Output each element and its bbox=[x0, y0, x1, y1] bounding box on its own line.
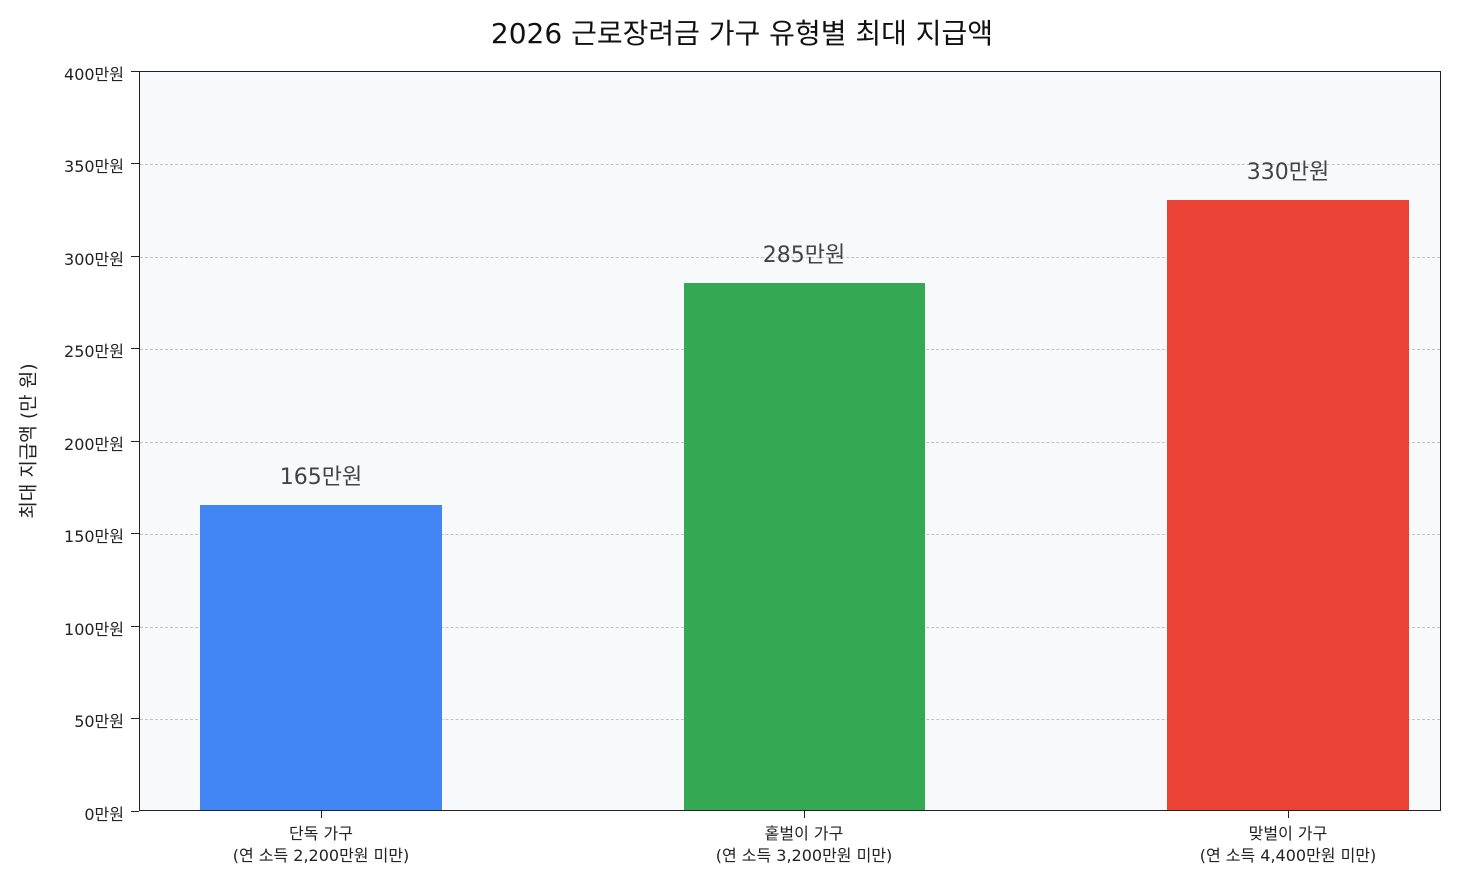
y-tick-label: 400만원 bbox=[64, 65, 124, 84]
y-tick-mark bbox=[131, 348, 139, 349]
y-tick-mark bbox=[131, 533, 139, 534]
bar-value-label-single-earner: 285만원 bbox=[762, 242, 846, 268]
chart-title: 2026 근로장려금 가구 유형별 최대 지급액 bbox=[490, 17, 994, 50]
category-income-limit: (연 소득 4,400만원 미만) bbox=[1199, 846, 1377, 865]
category-name: 홑벌이 가구 bbox=[764, 824, 844, 843]
x-tick-mark bbox=[321, 811, 322, 818]
y-tick-mark bbox=[131, 163, 139, 164]
gridline-300 bbox=[140, 257, 1440, 258]
y-tick-label: 200만원 bbox=[64, 435, 124, 454]
y-tick-label: 300만원 bbox=[64, 250, 124, 269]
x-tick-label-dual-earner-household: 맞벌이 가구 (연 소득 4,400만원 미만) bbox=[1108, 823, 1468, 867]
bar-value-label-single: 165만원 bbox=[279, 464, 363, 490]
bar-value-label-dual-earner: 330만원 bbox=[1246, 159, 1330, 185]
category-name: 맞벌이 가구 bbox=[1248, 824, 1328, 843]
bar-dual-earner-household[interactable] bbox=[1167, 199, 1409, 810]
gridline-350 bbox=[140, 164, 1440, 165]
x-tick-mark bbox=[1288, 811, 1289, 818]
y-tick-label: 250만원 bbox=[64, 342, 124, 361]
y-tick-mark bbox=[131, 71, 139, 72]
category-income-limit: (연 소득 3,200만원 미만) bbox=[715, 846, 893, 865]
category-income-limit: (연 소득 2,200만원 미만) bbox=[232, 846, 410, 865]
x-tick-label-single-earner-household: 홑벌이 가구 (연 소득 3,200만원 미만) bbox=[624, 823, 984, 867]
y-tick-mark bbox=[131, 441, 139, 442]
y-tick-label: 350만원 bbox=[64, 157, 124, 176]
y-tick-label: 0만원 bbox=[84, 805, 124, 824]
y-tick-mark bbox=[131, 256, 139, 257]
y-tick-label: 100만원 bbox=[64, 620, 124, 639]
category-name: 단독 가구 bbox=[289, 824, 353, 843]
y-tick-mark bbox=[131, 718, 139, 719]
plot-area: 165만원 285만원 330만원 bbox=[139, 71, 1441, 811]
y-tick-mark bbox=[131, 811, 139, 812]
y-tick-mark bbox=[131, 626, 139, 627]
x-tick-label-single-household: 단독 가구 (연 소득 2,200만원 미만) bbox=[141, 823, 501, 867]
y-tick-label: 150만원 bbox=[64, 527, 124, 546]
bar-single-household[interactable] bbox=[200, 504, 442, 810]
x-tick-mark bbox=[804, 811, 805, 818]
bar-single-earner-household[interactable] bbox=[684, 282, 925, 810]
y-axis-title: 최대 지급액 (만 원) bbox=[17, 363, 40, 519]
y-tick-label: 50만원 bbox=[74, 712, 124, 731]
